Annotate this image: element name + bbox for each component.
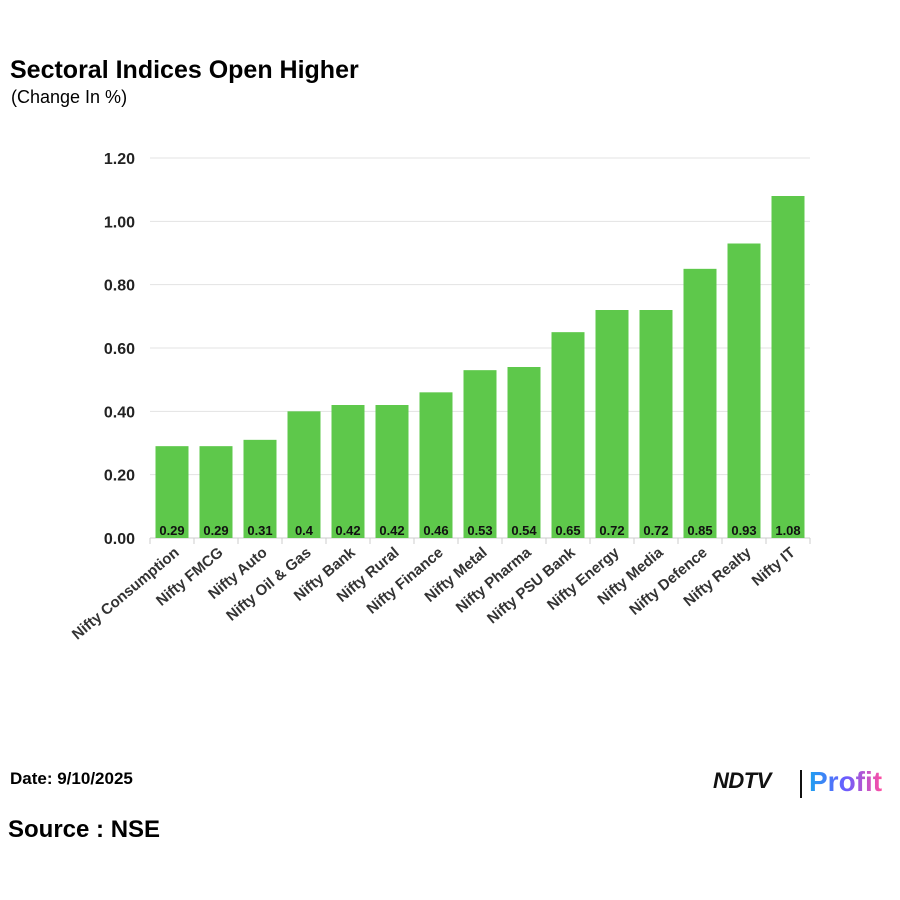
data-label: 0.65 (555, 523, 580, 538)
y-tick-label: 0.00 (104, 531, 135, 548)
bar (551, 332, 585, 538)
logo-separator (800, 770, 802, 798)
logo-profit-text: Profit (809, 766, 883, 797)
y-tick-label: 0.60 (104, 341, 135, 358)
bar (287, 411, 321, 538)
bar (155, 446, 189, 538)
data-label: 0.29 (159, 523, 184, 538)
data-label: 0.42 (379, 523, 404, 538)
data-label: 0.42 (335, 523, 360, 538)
bar (639, 310, 673, 538)
y-tick-label: 1.00 (104, 214, 135, 231)
data-label: 0.85 (687, 523, 712, 538)
data-label: 0.46 (423, 523, 448, 538)
y-tick-label: 1.20 (104, 151, 135, 168)
bar (243, 439, 277, 538)
y-tick-label: 0.80 (104, 278, 135, 295)
chart-title: Sectoral Indices Open Higher (10, 56, 359, 84)
bar (331, 405, 365, 538)
source-label: Source : NSE (8, 816, 161, 843)
data-label: 0.4 (295, 523, 314, 538)
bar (463, 370, 497, 538)
y-tick-label: 0.20 (104, 468, 135, 485)
data-label: 0.29 (203, 523, 228, 538)
ndtv-profit-logo: NDTV Profit (713, 766, 893, 800)
data-label: 0.72 (643, 523, 668, 538)
x-tick-label: Nifty IT (749, 544, 799, 590)
data-label: 0.72 (599, 523, 624, 538)
bar (771, 196, 805, 538)
data-label: 0.53 (467, 523, 492, 538)
bar (375, 405, 409, 538)
x-tick-label: Nifty Finance (363, 544, 446, 618)
y-tick-label: 0.40 (104, 404, 135, 421)
date-label: Date: 9/10/2025 (10, 769, 133, 788)
data-label: 0.54 (511, 523, 537, 538)
bar (507, 367, 541, 538)
bar (595, 310, 629, 538)
logo-ndtv-text: NDTV (713, 768, 771, 793)
chart-subtitle: (Change In %) (11, 87, 128, 107)
bar (727, 243, 761, 538)
bar (419, 392, 453, 538)
data-label: 1.08 (775, 523, 800, 538)
bar (199, 446, 233, 538)
data-label: 0.93 (731, 523, 756, 538)
data-label: 0.31 (247, 523, 272, 538)
bar (683, 268, 717, 538)
